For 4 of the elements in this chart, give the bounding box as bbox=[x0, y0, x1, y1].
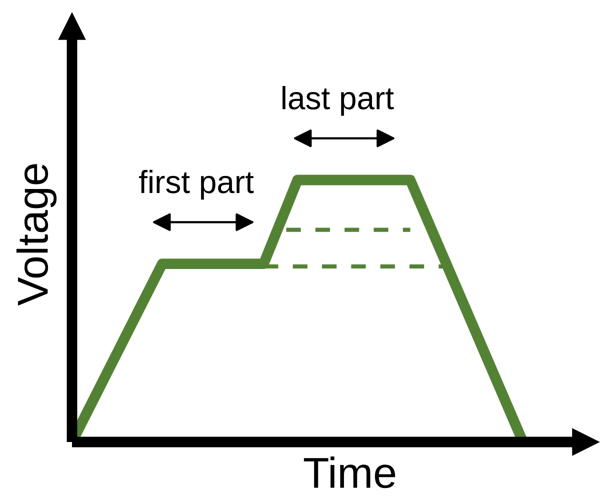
y-axis-title: Voltage bbox=[16, 164, 57, 306]
x-axis-title: Time bbox=[304, 456, 396, 488]
annotation: first part bbox=[139, 170, 254, 200]
text: last part bbox=[282, 86, 394, 116]
